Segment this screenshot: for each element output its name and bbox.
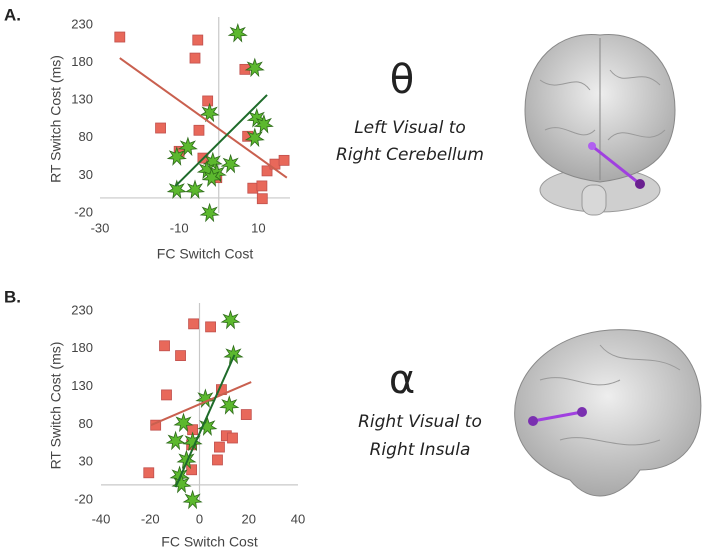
- point: [253, 114, 274, 134]
- point: [166, 146, 187, 166]
- y-tick-label: 130: [71, 378, 93, 393]
- point: [240, 409, 252, 420]
- point: [199, 202, 220, 223]
- point: [173, 412, 194, 433]
- symbol: θ: [390, 57, 414, 103]
- point: [214, 441, 225, 453]
- point: [201, 167, 222, 187]
- point: [161, 389, 172, 401]
- y-tick-label: -20: [74, 491, 93, 506]
- point: [223, 344, 244, 365]
- x-axis-label: FC Switch Cost: [157, 246, 254, 262]
- y-tick-label: 180: [71, 54, 93, 69]
- point: [186, 464, 198, 476]
- y-tick-label: 230: [71, 16, 93, 31]
- y-tick-label: 130: [71, 92, 93, 107]
- point: [227, 432, 238, 444]
- x-axis-label: FC Switch Cost: [161, 534, 258, 550]
- brain-illustration: [514, 329, 702, 497]
- point: [188, 318, 199, 330]
- annotation: Left Visual to: [354, 118, 466, 138]
- point: [143, 467, 155, 479]
- annotation: Right Visual to: [358, 412, 482, 432]
- x-tick-label: -10: [170, 220, 189, 235]
- x-tick-label: 40: [291, 511, 305, 526]
- point: [247, 182, 259, 194]
- point: [220, 153, 241, 174]
- point: [202, 95, 214, 107]
- point: [193, 124, 205, 136]
- fit-line: [174, 94, 268, 187]
- y-tick-label: 180: [71, 340, 93, 355]
- panel-label: B.: [4, 287, 21, 306]
- point: [219, 395, 240, 415]
- symbol: α: [389, 357, 415, 403]
- fit-line: [174, 354, 236, 488]
- point: [189, 52, 201, 64]
- x-tick-label: -40: [92, 511, 111, 526]
- brain-illustration: [524, 33, 676, 216]
- point: [261, 165, 273, 177]
- x-tick-label: 0: [196, 511, 203, 526]
- point: [246, 107, 267, 128]
- point: [184, 179, 206, 199]
- y-axis-label: RT Switch Cost (ms): [48, 342, 64, 470]
- x-tick-label: 10: [251, 220, 265, 235]
- point: [256, 180, 268, 192]
- point: [182, 489, 203, 510]
- point: [155, 122, 166, 134]
- y-tick-label: 80: [79, 416, 93, 431]
- panel-label: A.: [4, 5, 21, 24]
- y-tick-label: 30: [79, 454, 93, 469]
- point: [199, 102, 220, 123]
- point: [166, 179, 187, 199]
- point: [205, 321, 216, 333]
- point: [177, 136, 198, 157]
- point: [244, 127, 265, 148]
- point: [278, 154, 290, 166]
- fit-line: [119, 57, 288, 179]
- point: [159, 340, 170, 352]
- x-tick-label: 20: [242, 511, 256, 526]
- fit-line: [150, 381, 252, 427]
- point: [192, 34, 204, 46]
- point: [244, 57, 265, 78]
- y-tick-label: -20: [74, 204, 93, 219]
- annotation: Right Insula: [370, 440, 471, 460]
- point: [150, 419, 162, 431]
- y-tick-label: 30: [79, 167, 93, 182]
- point: [227, 23, 248, 43]
- x-tick-label: -20: [141, 511, 160, 526]
- point: [256, 193, 268, 205]
- y-axis-label: RT Switch Cost (ms): [48, 55, 64, 183]
- point: [175, 350, 186, 362]
- annotation: Right Cerebellum: [336, 145, 484, 165]
- point: [220, 309, 241, 330]
- point: [212, 454, 223, 466]
- y-tick-label: 80: [79, 129, 93, 144]
- point: [171, 473, 192, 494]
- point: [197, 416, 218, 436]
- x-tick-label: -30: [91, 220, 110, 235]
- point: [165, 430, 186, 451]
- y-tick-label: 230: [71, 302, 93, 317]
- point: [114, 31, 126, 43]
